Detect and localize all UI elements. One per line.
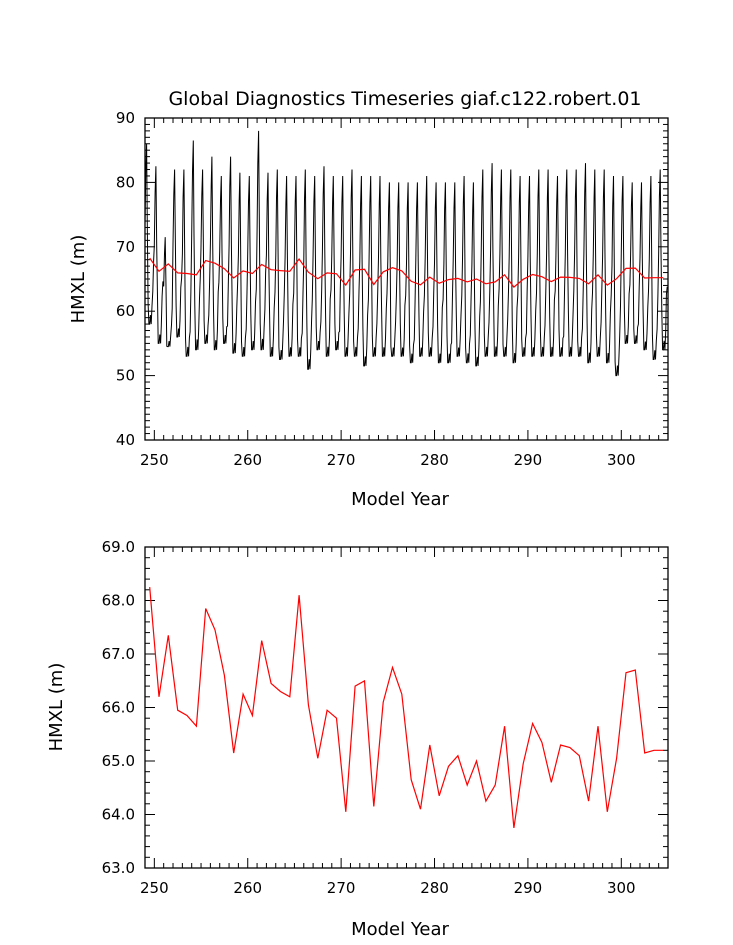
y-tick-label: 67.0: [102, 645, 135, 663]
x-tick-label: 300: [607, 879, 636, 897]
y-axis-label-top: HMXL (m): [68, 235, 89, 324]
y-tick-label: 60: [116, 302, 135, 320]
y-tick-label: 69.0: [102, 538, 135, 556]
x-axis-label-top: Model Year: [351, 489, 449, 510]
x-tick-label: 260: [233, 879, 262, 897]
x-tick-label: 270: [327, 879, 356, 897]
series-line-monthly: [144, 130, 668, 377]
bottom-plot: 250 260 270 280 290 300 63.0 64.0 65.0 66.0 67.0 68…: [102, 538, 669, 897]
top-plot: 250 260 270 280 290 300 40 50 60 70 80 90: [116, 109, 669, 469]
x-tick-label: 260: [233, 451, 262, 469]
x-axis-label-bottom: Model Year: [351, 919, 449, 940]
plot-frame: [144, 546, 669, 869]
x-tick-label: 270: [327, 451, 356, 469]
chart-title: Global Diagnostics Timeseries giaf.c122.…: [168, 88, 641, 110]
y-axis-label-bottom: HMXL (m): [46, 663, 67, 752]
y-tick-label: 40: [116, 431, 135, 449]
y-tick-label: 70: [116, 238, 135, 256]
y-tick-label: 68.0: [102, 592, 135, 610]
x-tick-label: 290: [514, 879, 543, 897]
x-tick-label: 300: [607, 451, 636, 469]
y-tick-label: 50: [116, 367, 135, 385]
y-tick-label: 63.0: [102, 859, 135, 877]
x-tick-label: 280: [420, 879, 449, 897]
x-tick-label: 290: [514, 451, 543, 469]
series-line-annual: [149, 257, 664, 288]
y-tick-label: 90: [116, 109, 135, 127]
y-tick-label: 66.0: [102, 699, 135, 717]
x-tick-label: 250: [140, 451, 169, 469]
y-tick-label: 65.0: [102, 752, 135, 770]
y-tick-label: 80: [116, 173, 135, 191]
x-tick-label: 250: [140, 879, 169, 897]
x-tick-label: 280: [420, 451, 449, 469]
y-tick-label: 64.0: [102, 806, 135, 824]
series-line-annual: [149, 587, 664, 828]
